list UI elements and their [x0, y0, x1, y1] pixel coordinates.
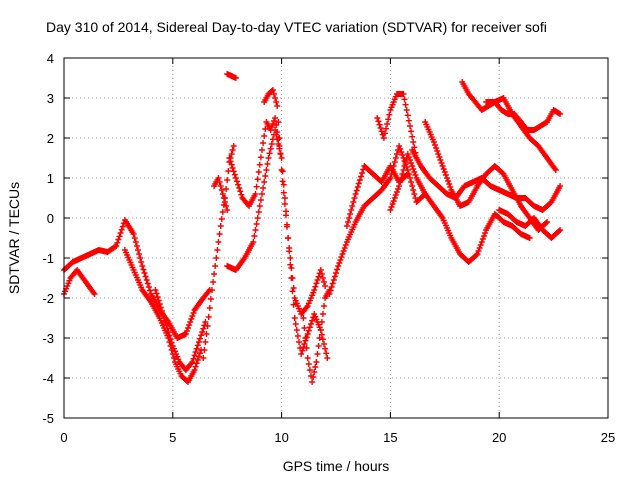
data-series — [409, 147, 564, 213]
data-series — [374, 91, 420, 161]
x-tick-label: 20 — [492, 430, 506, 445]
chart-title: Day 310 of 2014, Sidereal Day-to-day VTE… — [46, 19, 547, 35]
data-series — [61, 267, 98, 297]
series-markers — [300, 287, 333, 385]
grid — [64, 58, 608, 418]
plot-frame — [63, 57, 609, 419]
x-tick-label: 10 — [274, 430, 288, 445]
data-series — [300, 287, 333, 385]
series-markers — [374, 91, 420, 161]
series-markers — [422, 119, 551, 233]
x-tick-label: 15 — [383, 430, 397, 445]
data-series — [152, 287, 209, 373]
data-series — [226, 115, 283, 209]
series-markers — [459, 79, 564, 133]
y-tick-label: 2 — [47, 131, 54, 146]
series-markers — [224, 127, 329, 317]
data-series — [422, 119, 551, 233]
data-series — [496, 207, 564, 241]
series-markers — [326, 143, 429, 297]
data-series — [326, 143, 429, 297]
data-series — [387, 151, 533, 265]
series-markers — [152, 287, 209, 373]
series-markers — [224, 71, 239, 81]
series-markers — [409, 147, 564, 213]
data-series — [224, 71, 239, 81]
y-axis-label: SDTVAR / TECUs — [6, 182, 22, 294]
series-markers — [387, 151, 533, 265]
y-tick-label: -5 — [42, 411, 54, 426]
y-tick-label: 4 — [47, 51, 54, 66]
series-markers — [61, 267, 98, 297]
y-tick-label: -1 — [42, 251, 54, 266]
series-markers — [496, 207, 564, 241]
y-tick-label: -2 — [42, 291, 54, 306]
series-markers — [226, 115, 283, 209]
y-tick-label: 0 — [47, 211, 54, 226]
series-markers — [483, 95, 559, 173]
series-markers — [211, 175, 231, 213]
x-tick-label: 25 — [601, 430, 615, 445]
data-series — [459, 79, 564, 133]
y-tick-label: -4 — [42, 371, 54, 386]
data-series — [224, 127, 329, 317]
x-tick-label: 0 — [60, 430, 67, 445]
data-series — [483, 95, 559, 173]
y-tick-label: 3 — [47, 91, 54, 106]
axis-ticks: 0 5 10 15 20 25 -5 -4 -3 -2 -1 0 1 2 3 4 — [42, 51, 615, 445]
y-tick-label: 1 — [47, 171, 54, 186]
x-tick-label: 5 — [169, 430, 176, 445]
data-series — [211, 175, 231, 213]
x-axis-label: GPS time / hours — [283, 458, 390, 474]
y-tick-label: -3 — [42, 331, 54, 346]
